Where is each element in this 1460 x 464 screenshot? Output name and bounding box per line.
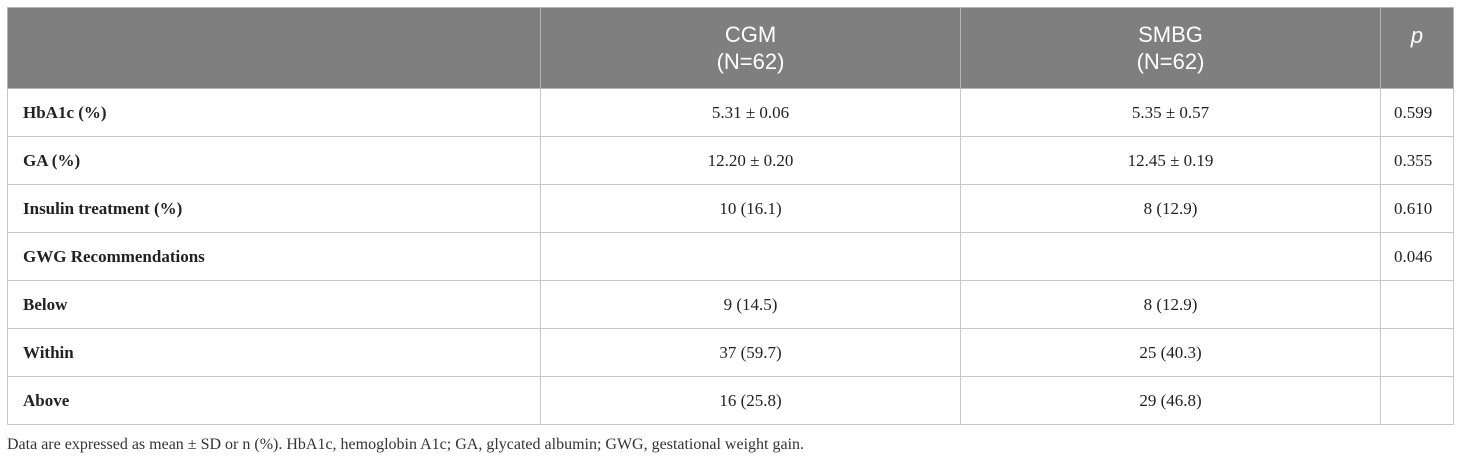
table-row: Below 9 (14.5) 8 (12.9) xyxy=(7,280,1454,329)
table-row: GA (%) 12.20 ± 0.20 12.45 ± 0.19 0.355 xyxy=(7,136,1454,185)
table-row: GWG Recommendations 0.046 xyxy=(7,232,1454,281)
header-cgm: CGM (N=62) xyxy=(540,7,961,89)
row-label: Insulin treatment (%) xyxy=(7,184,541,233)
cgm-value: 37 (59.7) xyxy=(540,328,961,377)
smbg-value: 8 (12.9) xyxy=(960,280,1381,329)
p-value xyxy=(1380,280,1454,329)
p-value: 0.599 xyxy=(1380,88,1454,137)
row-label: Within xyxy=(7,328,541,377)
p-value: 0.610 xyxy=(1380,184,1454,233)
cgm-value: 16 (25.8) xyxy=(540,376,961,425)
smbg-value: 5.35 ± 0.57 xyxy=(960,88,1381,137)
table-row: Within 37 (59.7) 25 (40.3) xyxy=(7,328,1454,377)
header-p-value: p xyxy=(1380,7,1454,89)
cgm-value: 5.31 ± 0.06 xyxy=(540,88,961,137)
smbg-value: 29 (46.8) xyxy=(960,376,1381,425)
table-row: HbA1c (%) 5.31 ± 0.06 5.35 ± 0.57 0.599 xyxy=(7,88,1454,137)
cgm-value: 9 (14.5) xyxy=(540,280,961,329)
cgm-value: 12.20 ± 0.20 xyxy=(540,136,961,185)
smbg-value: 25 (40.3) xyxy=(960,328,1381,377)
header-cgm-n: (N=62) xyxy=(716,49,785,74)
table-row: Above 16 (25.8) 29 (46.8) xyxy=(7,376,1454,425)
p-value: 0.046 xyxy=(1380,232,1454,281)
table-header-row: CGM (N=62) SMBG (N=62) p xyxy=(7,7,1454,89)
header-label-cell xyxy=(7,7,541,89)
table-footnote: Data are expressed as mean ± SD or n (%)… xyxy=(7,436,805,453)
p-value xyxy=(1380,376,1454,425)
header-smbg-title: SMBG xyxy=(1138,22,1203,47)
cgm-value xyxy=(540,232,961,281)
row-label: Above xyxy=(7,376,541,425)
smbg-value: 8 (12.9) xyxy=(960,184,1381,233)
cgm-value: 10 (16.1) xyxy=(540,184,961,233)
row-label: HbA1c (%) xyxy=(7,88,541,137)
row-label: Below xyxy=(7,280,541,329)
table-row: Insulin treatment (%) 10 (16.1) 8 (12.9)… xyxy=(7,184,1454,233)
row-label: GA (%) xyxy=(7,136,541,185)
header-smbg: SMBG (N=62) xyxy=(960,7,1381,89)
p-value: 0.355 xyxy=(1380,136,1454,185)
results-table: CGM (N=62) SMBG (N=62) p HbA1c (%) 5.31 … xyxy=(7,7,1454,425)
p-value xyxy=(1380,328,1454,377)
header-smbg-n: (N=62) xyxy=(1136,49,1205,74)
header-cgm-title: CGM xyxy=(724,22,777,47)
data-table-container: CGM (N=62) SMBG (N=62) p HbA1c (%) 5.31 … xyxy=(7,7,1454,425)
smbg-value: 12.45 ± 0.19 xyxy=(960,136,1381,185)
smbg-value xyxy=(960,232,1381,281)
row-label: GWG Recommendations xyxy=(7,232,541,281)
